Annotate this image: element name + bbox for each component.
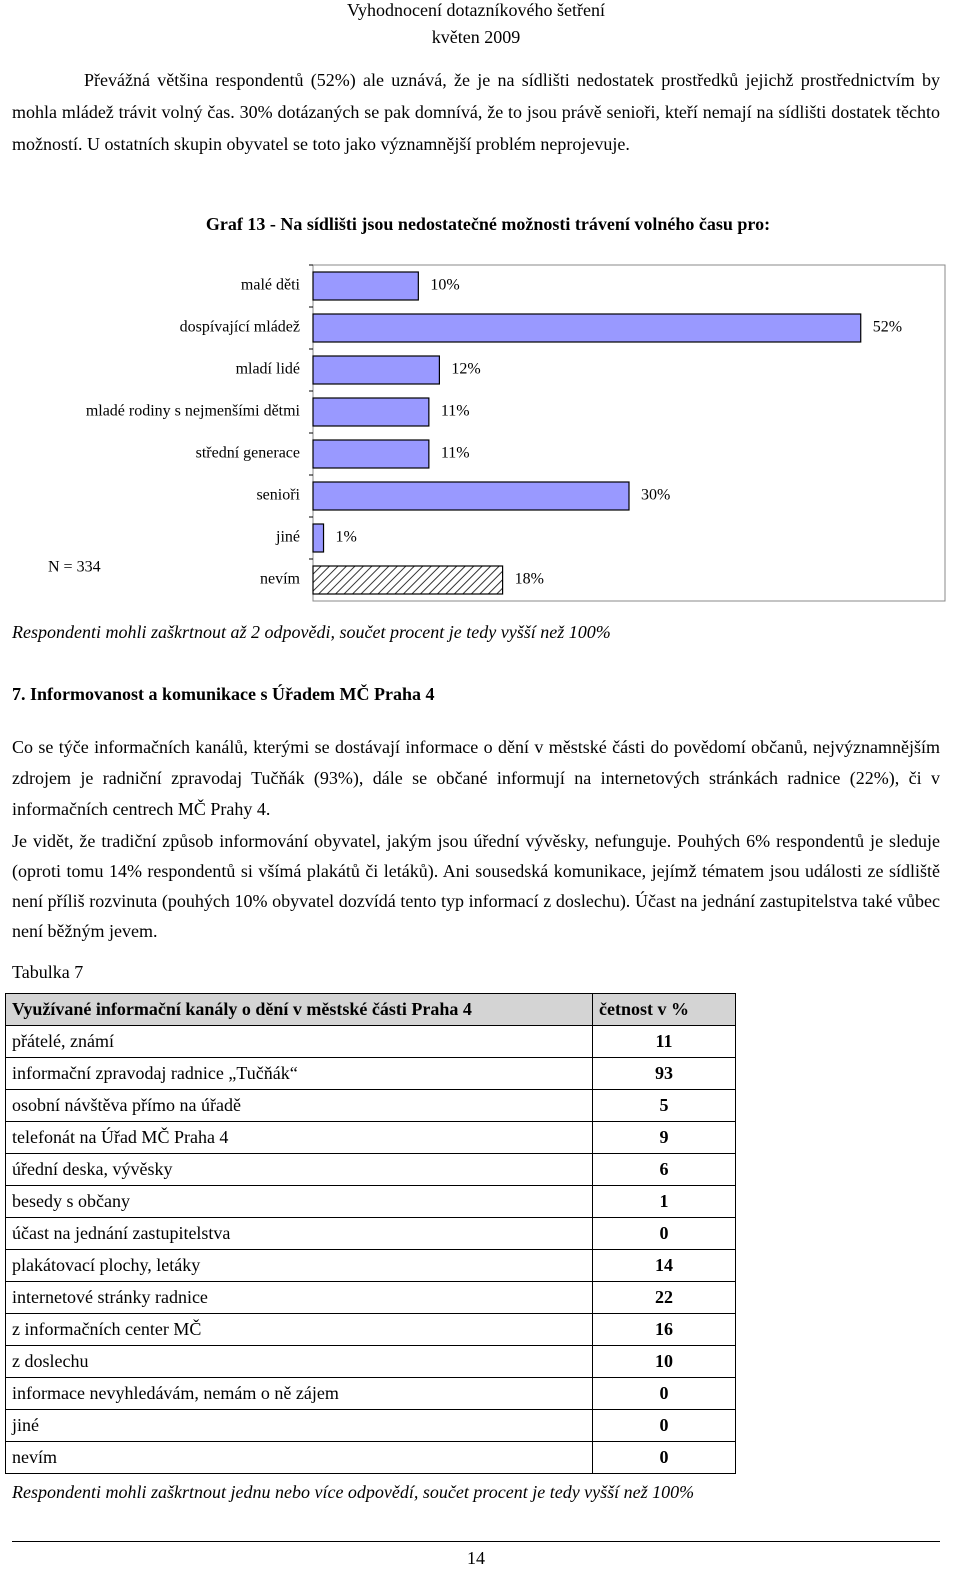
label-cell: internetové stránky radnice	[5, 1281, 593, 1314]
footer-rule	[12, 1541, 940, 1542]
table: Využívané informační kanály o dění v měs…	[5, 993, 736, 1474]
value-cell: 5	[592, 1089, 736, 1122]
label-cell: jiné	[5, 1409, 593, 1442]
label-cell: plakátovací plochy, letáky	[5, 1249, 593, 1282]
category-label: mladé rodiny s nejmenšími dětmi	[86, 403, 301, 420]
chart-title: Graf 13 - Na sídlišti jsou nedostatečné …	[205, 214, 771, 234]
value-cell: 1	[592, 1185, 736, 1218]
table-row: osobní návštěva přímo na úřadě 5	[5, 1089, 736, 1122]
header-date: květen 2009	[431, 27, 521, 47]
table-row: informace nevyhledávám, nemám o ně zájem…	[5, 1377, 736, 1410]
value-cell: 14	[592, 1249, 736, 1282]
table-row: plakátovací plochy, letáky 14	[5, 1249, 736, 1282]
value-cell: 11	[592, 1025, 736, 1058]
bar	[312, 565, 504, 595]
value-cell: 0	[592, 1441, 736, 1474]
bar	[312, 481, 630, 511]
bar	[312, 271, 419, 301]
value-cell: 10	[592, 1345, 736, 1378]
bar	[312, 355, 441, 385]
table-row: jiné 0	[5, 1409, 736, 1442]
table-note: Respondenti mohli zaškrtnout jednu nebo …	[12, 1482, 695, 1502]
table-row: úřední deska, vývěsky 6	[5, 1153, 736, 1186]
page-number: 14	[467, 1548, 485, 1568]
category-label: nevím	[260, 571, 301, 588]
label-cell: úřední deska, vývěsky	[5, 1153, 593, 1186]
chart: N = 334 malé děti 10% dospívající mládež 52…	[48, 264, 946, 602]
table-row: nevím 0	[5, 1441, 736, 1474]
label-cell: účast na jednání zastupitelstva	[5, 1217, 593, 1250]
value-cell: 0	[592, 1409, 736, 1442]
table-row: informační zpravodaj radnice „Tučňák“ 93	[5, 1057, 736, 1090]
label-cell: informační zpravodaj radnice „Tučňák“	[5, 1057, 593, 1090]
value-cell: 16	[592, 1313, 736, 1346]
paragraph: Je vidět, že tradiční způsob informování…	[12, 831, 940, 941]
label-cell: informace nevyhledávám, nemám o ně zájem	[5, 1377, 593, 1410]
category-label: střední generace	[196, 445, 300, 462]
value-label: 18%	[515, 571, 544, 588]
table-row: z informačních center MČ 16	[5, 1313, 736, 1346]
bar	[312, 439, 430, 469]
value-label: 11%	[441, 403, 470, 420]
value-label: 52%	[873, 319, 902, 336]
header-cell: Využívané informační kanály o dění v měs…	[5, 993, 593, 1026]
n-label: N = 334	[48, 559, 101, 576]
value-label: 12%	[451, 361, 480, 378]
category-label: senioři	[256, 487, 300, 504]
value-label: 1%	[336, 529, 357, 546]
table-caption: Tabulka 7	[12, 962, 84, 982]
section-heading: 7. Informovanost a komunikace s Úřadem M…	[12, 684, 435, 704]
label-cell: z doslechu	[5, 1345, 593, 1378]
value-label: 10%	[430, 277, 459, 294]
value-cell: 0	[592, 1217, 736, 1250]
category-label: jiné	[275, 529, 300, 546]
table-row: internetové stránky radnice 22	[5, 1281, 736, 1314]
value-cell: 9	[592, 1121, 736, 1154]
chart-note: Respondenti mohli zaškrtnout až 2 odpově…	[12, 622, 611, 642]
paragraph: Co se týče informačních kanálů, kterými …	[12, 737, 940, 819]
table-row: účast na jednání zastupitelstva 0	[5, 1217, 736, 1250]
bar	[312, 523, 325, 553]
bar	[312, 397, 430, 427]
label-cell: telefonát na Úřad MČ Praha 4	[5, 1121, 593, 1154]
category-label: mladí lidé	[236, 361, 300, 378]
label-cell: osobní návštěva přímo na úřadě	[5, 1089, 593, 1122]
paragraph: Převážná většina respondentů (52%) ale u…	[12, 70, 940, 154]
table-header: Využívané informační kanály o dění v měs…	[5, 993, 736, 1026]
table-row: besedy s občany 1	[5, 1185, 736, 1218]
label-cell: přátelé, známí	[5, 1025, 593, 1058]
value-label: 11%	[441, 445, 470, 462]
category-label: dospívající mládež	[180, 319, 300, 336]
value-cell: 6	[592, 1153, 736, 1186]
label-cell: besedy s občany	[5, 1185, 593, 1218]
label-cell: nevím	[5, 1441, 593, 1474]
value-cell: 22	[592, 1281, 736, 1314]
label-cell: z informačních center MČ	[5, 1313, 593, 1346]
value-cell: 0	[592, 1377, 736, 1410]
table-row: z doslechu 10	[5, 1345, 736, 1378]
category-label: malé děti	[241, 277, 301, 294]
value-cell: 93	[592, 1057, 736, 1090]
bar	[312, 313, 862, 343]
header-cell: četnost v %	[592, 993, 736, 1026]
value-label: 30%	[641, 487, 670, 504]
table-row: přátelé, známí 11	[5, 1025, 736, 1058]
header-title: Vyhodnocení dotazníkového šetření	[347, 0, 605, 20]
